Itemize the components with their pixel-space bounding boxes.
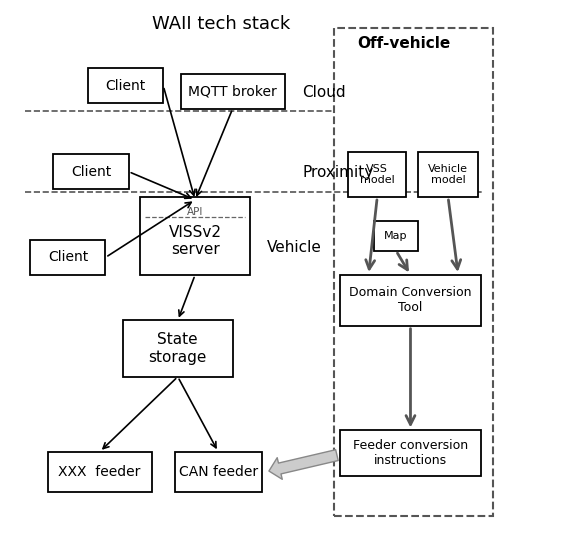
Text: Feeder conversion
instructions: Feeder conversion instructions <box>353 439 468 467</box>
Bar <box>349 151 406 197</box>
Bar <box>340 430 481 476</box>
Bar <box>30 240 106 275</box>
Bar <box>340 275 481 326</box>
Text: Off-vehicle: Off-vehicle <box>357 36 450 51</box>
Text: Proximity: Proximity <box>302 165 374 180</box>
Text: MQTT broker: MQTT broker <box>188 84 277 98</box>
Bar <box>123 321 232 377</box>
Text: Vehicle
model: Vehicle model <box>428 163 468 185</box>
Text: Vehicle: Vehicle <box>267 240 322 255</box>
Text: Domain Conversion
Tool: Domain Conversion Tool <box>349 286 472 314</box>
Bar <box>175 452 261 492</box>
Text: Client: Client <box>48 251 88 265</box>
Text: WAII tech stack: WAII tech stack <box>152 15 290 33</box>
Bar <box>88 68 163 103</box>
Text: VSS
model: VSS model <box>360 163 394 185</box>
Bar <box>334 28 493 516</box>
Bar <box>53 154 128 189</box>
Bar <box>140 197 250 275</box>
Text: State
storage: State storage <box>149 333 207 365</box>
Text: Client: Client <box>106 79 146 93</box>
Bar <box>374 221 418 251</box>
Bar <box>48 452 152 492</box>
Text: Map: Map <box>384 231 408 241</box>
Bar <box>181 74 285 109</box>
Text: Client: Client <box>71 164 111 178</box>
Text: API: API <box>187 207 203 217</box>
Text: VISSv2
server: VISSv2 server <box>168 225 221 257</box>
Text: Cloud: Cloud <box>302 85 346 100</box>
Text: CAN feeder: CAN feeder <box>179 465 258 479</box>
Text: XXX  feeder: XXX feeder <box>59 465 141 479</box>
Bar <box>418 151 478 197</box>
